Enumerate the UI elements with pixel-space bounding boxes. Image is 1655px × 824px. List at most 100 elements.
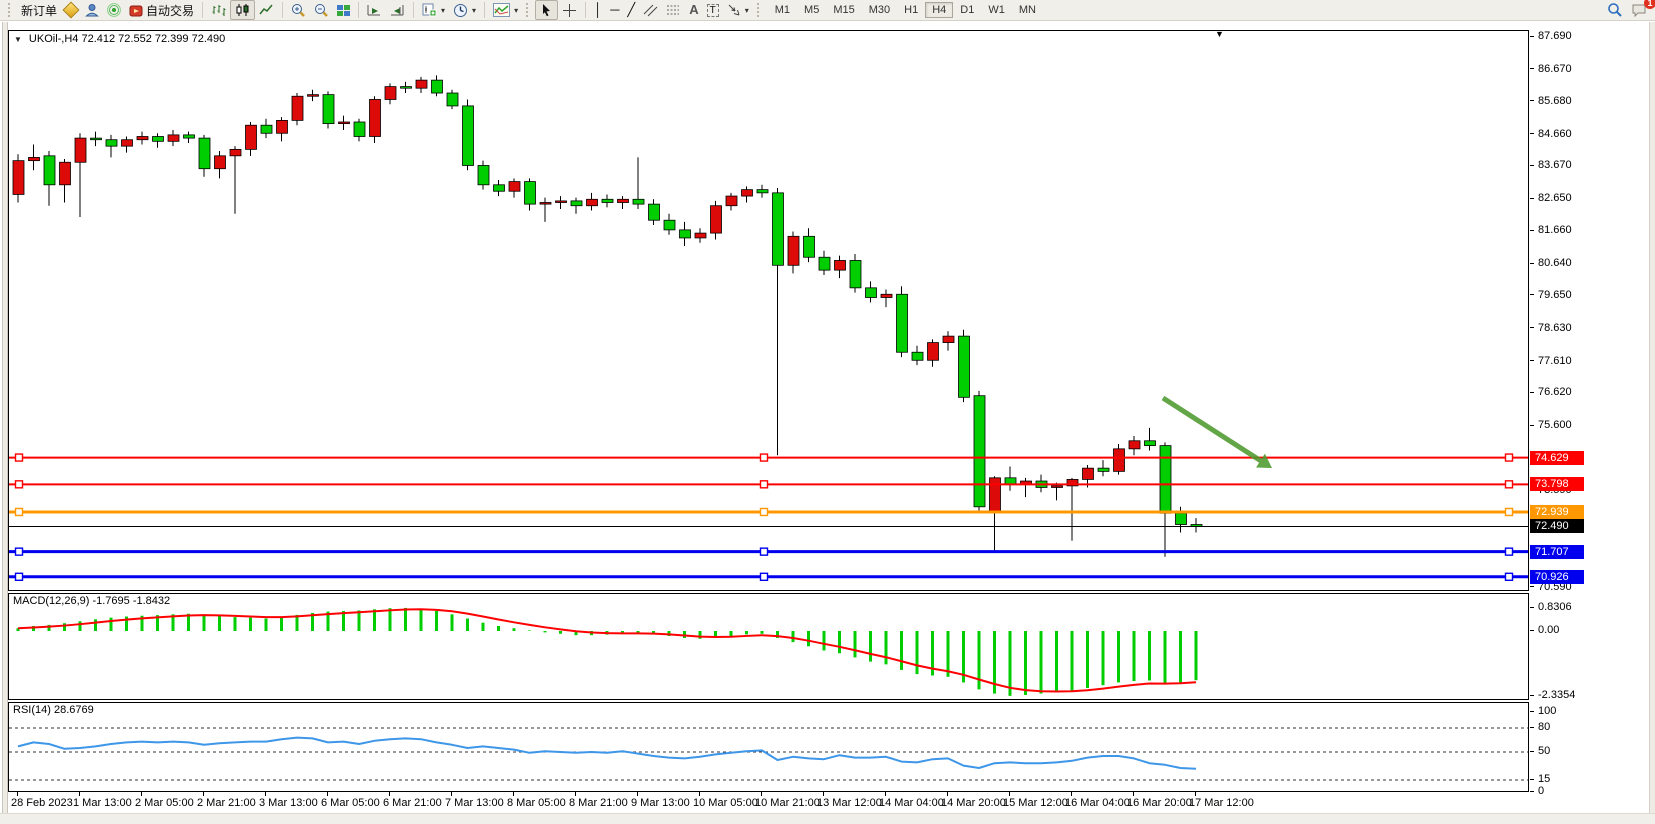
rsi-axis-label: 80 (1530, 721, 1550, 733)
one-click-collapse-icon[interactable]: ▼ (14, 34, 22, 44)
candle-body (121, 139, 133, 147)
candlestick-chart-button[interactable] (230, 0, 256, 20)
candle-body (617, 198, 629, 203)
timeframe-button-h1[interactable]: H1 (904, 4, 919, 16)
time-tick-dash (947, 792, 948, 796)
chart-shift-button[interactable] (386, 1, 409, 19)
bar-chart-button[interactable] (207, 1, 230, 19)
candle-body (834, 260, 846, 271)
price-chart-canvas[interactable] (9, 31, 1528, 590)
price-tick: 86.670 (1530, 63, 1572, 75)
cursor-tool-button[interactable] (535, 0, 559, 20)
chart-shift-icon (391, 5, 404, 16)
rsi-axis-label: 15 (1530, 773, 1550, 785)
main-chart-panel: ▼ UKOil-,H4 72.412 72.552 72.399 72.490 … (8, 29, 1529, 591)
timeframe-button-w1[interactable]: W1 (988, 4, 1005, 16)
indicators-button[interactable]: ▾ (489, 1, 522, 19)
zoom-out-button[interactable] (310, 1, 333, 19)
trendline-tool[interactable]: ╱ (627, 2, 636, 17)
price-axis[interactable]: 87.690 86.670 85.680 84.660 83.670 82.650 81.6… (1530, 22, 1650, 824)
vertical-line-tool[interactable]: │ (594, 2, 603, 17)
candle-body (369, 99, 381, 137)
time-tick-label: 8 Mar 21:00 (569, 797, 628, 809)
new-chart-button[interactable]: ▾ (418, 1, 449, 19)
separator (282, 2, 284, 18)
time-tick-label: 15 Mar 12:00 (1003, 797, 1068, 809)
timeframe-button-mn[interactable]: MN (1018, 4, 1036, 16)
text-label-tool[interactable]: T (703, 1, 723, 19)
price-tick: 79.650 (1530, 289, 1572, 301)
horizontal-line-tool[interactable]: ─ (610, 2, 620, 17)
auto-scroll-button[interactable] (363, 1, 386, 19)
candle-body (1004, 477, 1017, 485)
candle-body (787, 235, 800, 266)
tile-windows-button[interactable] (333, 1, 354, 19)
price-tick: 83.670 (1530, 159, 1572, 171)
candle-body (555, 200, 567, 203)
candle-body (772, 192, 784, 266)
channel-tool[interactable] (639, 1, 662, 19)
candle-body (896, 293, 908, 353)
candle-body (1082, 467, 1094, 480)
notifications-button[interactable]: 1 (1627, 0, 1655, 19)
macd-canvas[interactable] (9, 594, 1528, 699)
time-tick-label: 10 Mar 21:00 (755, 797, 820, 809)
toolbar-grip[interactable] (8, 3, 13, 17)
timeframe-button-m30[interactable]: M30 (868, 4, 891, 16)
candle-body (911, 351, 924, 361)
time-tick-dash (1195, 792, 1196, 796)
accounts-icon[interactable] (81, 1, 103, 19)
arrows-icon (728, 4, 740, 16)
cursor-icon (543, 4, 551, 17)
dropdown-caret: ▾ (744, 5, 749, 15)
arrows-tool[interactable]: ▾ (723, 1, 753, 19)
new-chart-icon (422, 3, 437, 17)
fibonacci-tool[interactable] (662, 1, 685, 19)
periods-button[interactable]: ▾ (449, 1, 480, 19)
hlines-group[interactable] (9, 453, 1528, 582)
candle-body (353, 121, 366, 137)
timeframe-button-m5[interactable]: M5 (804, 4, 820, 16)
search-button[interactable] (1603, 1, 1627, 19)
time-tick-label: 17 Mar 12:00 (1189, 797, 1254, 809)
time-tick-dash (761, 792, 762, 796)
candle-body (198, 137, 211, 170)
separator (202, 2, 204, 18)
quotes-icon[interactable] (61, 1, 81, 19)
gold-diamond-icon (62, 1, 80, 19)
window-left-edge (2, 22, 8, 824)
toolbar-grip[interactable] (756, 3, 762, 17)
candle-body (849, 260, 862, 289)
timeframe-bar: M1 M5 M15 M30 H1 H4 D1 W1 MN (768, 2, 1043, 18)
time-axis[interactable]: 28 Feb 2023 1 Mar 13:00 2 Mar 05:00 2 Mar 2… (8, 792, 1529, 814)
time-tick-dash (265, 792, 266, 796)
new-order-button[interactable]: 新订单 (21, 3, 58, 18)
candle-body (710, 205, 722, 234)
price-tick: 75.600 (1530, 419, 1572, 431)
time-tick-dash (203, 792, 204, 796)
market-signal-icon[interactable] (103, 1, 125, 19)
rsi-canvas[interactable] (9, 703, 1528, 791)
trend-arrow[interactable] (1161, 395, 1272, 468)
candle-body (260, 124, 273, 134)
timeframe-button-m1[interactable]: M1 (774, 4, 791, 16)
toolbar-grip[interactable] (526, 3, 531, 17)
time-tick-dash (451, 792, 452, 796)
candle-body (415, 79, 428, 89)
time-tick-label: 13 Mar 12:00 (817, 797, 882, 809)
zoom-in-button[interactable] (287, 1, 310, 19)
text-tool[interactable]: A (689, 2, 699, 17)
timeframe-button-m15[interactable]: M15 (833, 4, 855, 16)
timeframe-button-h4[interactable]: H4 (925, 2, 954, 18)
line-chart-button[interactable] (255, 1, 278, 19)
candle-body (1128, 440, 1141, 450)
autotrade-button[interactable]: 自动交易 (125, 1, 198, 19)
timeframe-button-d1[interactable]: D1 (960, 4, 975, 16)
crosshair-tool-button[interactable] (558, 1, 581, 19)
chart-shift-marker-icon[interactable]: ▼ (1215, 29, 1224, 39)
price-tick: 77.610 (1530, 355, 1572, 367)
person-icon (85, 4, 99, 17)
window-bottom-edge (0, 813, 1655, 824)
candle-body (989, 477, 1001, 513)
